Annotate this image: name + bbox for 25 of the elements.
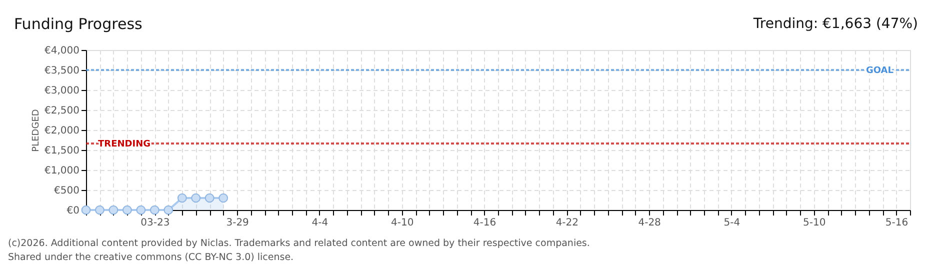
y-tick-label: €500 <box>54 186 80 196</box>
y-tick-label: €2,500 <box>44 106 80 116</box>
x-tick-label: 4-28 <box>638 218 661 228</box>
x-tick-label: 03-23 <box>140 218 170 228</box>
y-tick-label: €3,000 <box>44 86 80 96</box>
x-tick-label: 5-10 <box>803 218 826 228</box>
y-tick-label: €2,000 <box>44 126 80 136</box>
y-tick-label: €1,000 <box>44 166 80 176</box>
chart-title: Funding Progress <box>14 15 143 33</box>
x-tick-label: 4-4 <box>312 218 328 228</box>
text: (c)2026. Additional content provided by Niclas. Trademarks and related content are owned by their respective companies. <box>8 238 590 249</box>
y-tick-label: €0 <box>66 206 80 216</box>
text: Shared under the creative commons (CC BY-NC 3.0) license. <box>8 252 294 263</box>
x-tick-label: 5-16 <box>885 218 908 228</box>
chart-subtitle: Trending: €1,663 (47%) <box>752 16 918 32</box>
y-tick-label: €4,000 <box>44 46 80 56</box>
y-tick-label: €1,500 <box>44 146 80 156</box>
y-tick-label: €3,500 <box>44 66 80 76</box>
x-tick-label: 4-10 <box>391 218 414 228</box>
ref-line-label: TRENDING <box>98 139 150 150</box>
x-tick-label: 4-22 <box>556 218 579 228</box>
x-tick-label: 3-29 <box>226 218 249 228</box>
x-tick-label: 4-16 <box>473 218 496 228</box>
x-tick-label: 5-4 <box>724 218 740 228</box>
y-axis-title: PLEDGED <box>32 109 42 152</box>
